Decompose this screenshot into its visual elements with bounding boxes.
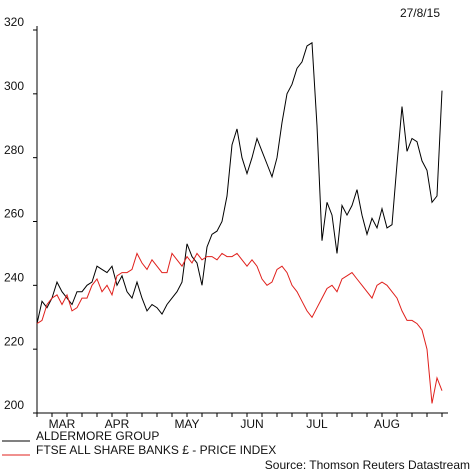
- legend-label: ALDERMORE GROUP: [36, 429, 159, 443]
- y-tick-label: 200: [4, 398, 24, 412]
- y-tick-label: 320: [4, 15, 24, 29]
- date-label: 27/8/15: [400, 6, 440, 20]
- x-tick-label: MAR: [49, 417, 76, 431]
- source-label: Source: Thomson Reuters Datastream: [265, 458, 470, 472]
- legend-label: FTSE ALL SHARE BANKS £ - PRICE INDEX: [36, 443, 276, 457]
- line-series: [36, 41, 443, 324]
- y-tick-label: 280: [4, 143, 24, 157]
- x-tick-label: AUG: [374, 417, 400, 431]
- y-tick-label: 240: [4, 271, 24, 285]
- x-tick-label: MAY: [174, 417, 199, 431]
- x-tick-label: JUL: [306, 417, 328, 431]
- y-tick-label: 260: [4, 207, 24, 221]
- y-tick-label: 220: [4, 334, 24, 348]
- x-tick-label: JUN: [240, 417, 263, 431]
- x-tick-label: APR: [105, 417, 130, 431]
- line-series: [36, 252, 443, 404]
- y-tick-label: 300: [4, 79, 24, 93]
